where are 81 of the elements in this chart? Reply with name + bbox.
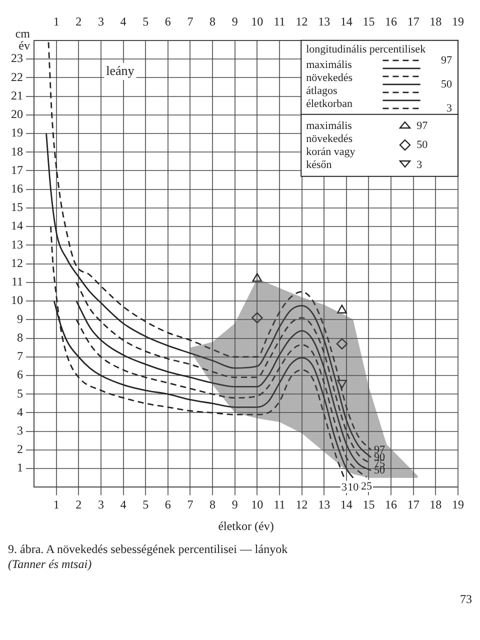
text: 3 [341, 481, 347, 494]
y-tick-label: 7 [17, 349, 23, 364]
annotation: maximális növekedés átlagos életkorban [306, 58, 354, 110]
x2-tick-label: 1 [53, 14, 60, 28]
x2-tick-label: 8 [210, 14, 216, 28]
x-tick-label: 14 [340, 498, 352, 512]
y-tick-label: 22 [11, 70, 23, 84]
x-tick-label: 19 [452, 498, 464, 512]
y-tick-label: 20 [11, 107, 23, 122]
y-tick-label: 12 [11, 256, 23, 270]
annotation: leány [106, 62, 135, 78]
text: 73 [459, 592, 472, 607]
y-axis-title: cm év [15, 26, 31, 53]
y-tick-label: 17 [11, 162, 23, 177]
legend-label: 50 [416, 139, 428, 152]
x2-tick-label: 5 [142, 14, 149, 28]
y-tick-label: 15 [11, 200, 23, 214]
x2-tick-label: 10 [251, 14, 264, 28]
x-tick-label: 11 [274, 498, 286, 512]
x2-tick-label: 14 [340, 14, 352, 28]
x-tick-label: 15 [362, 498, 375, 512]
x2-tick-label: 17 [407, 14, 420, 28]
x2-tick-label: 7 [187, 14, 194, 28]
line-series [46, 132, 372, 458]
text: (Tanner és mtsai) [8, 557, 93, 572]
x-tick-label: 18 [430, 498, 442, 512]
x2-tick-label: 4 [120, 14, 126, 28]
x-tick-label: 9 [232, 498, 238, 512]
x2-tick-label: 18 [430, 14, 442, 28]
x2-tick-label: 13 [318, 14, 330, 28]
x-tick-label: 16 [385, 498, 398, 512]
x-tick-label: 12 [296, 498, 308, 512]
legend-label: 3 [416, 158, 422, 171]
x2-tick-label: 3 [98, 14, 104, 28]
x-tick-label: 8 [210, 498, 216, 512]
x-tick-label: 1 [53, 498, 60, 512]
y-tick-label: 2 [17, 442, 23, 456]
y-tick-label: 1 [17, 460, 23, 475]
y-tick-label: 19 [11, 126, 23, 140]
legend-label: 97 [441, 54, 452, 66]
y-tick-label: 21 [11, 88, 23, 102]
legend-label: 97 [416, 120, 428, 132]
x2-tick-label: 2 [76, 14, 82, 28]
series-label: 25 [361, 480, 373, 492]
y-tick-label: 18 [11, 144, 23, 158]
x-tick-label: 5 [142, 498, 149, 512]
x2-tick-label: 19 [452, 14, 464, 28]
series-label: 10 [348, 481, 360, 494]
y-tick-label: 5 [17, 386, 23, 400]
x-tick-label: 7 [187, 498, 194, 512]
x2-tick-label: 15 [362, 14, 375, 28]
legend-title: longitudinális percentilisek [306, 43, 426, 56]
annotation: maximális növekedés korán vagy későn [306, 120, 356, 171]
x2-tick-label: 12 [296, 14, 308, 28]
y-tick-label: 6 [17, 368, 23, 382]
x2-tick-label: 11 [274, 14, 286, 28]
x-tick-label: 10 [251, 498, 264, 512]
x2-tick-label: 9 [232, 14, 238, 28]
y-tick-label: 8 [17, 330, 23, 344]
x2-tick-label: 6 [164, 14, 171, 28]
y-tick-label: 4 [17, 404, 23, 419]
y-tick-label: 23 [11, 51, 23, 66]
x-axis-title: életkor (év) [218, 518, 274, 533]
y-tick-label: 10 [11, 293, 23, 308]
legend-label: 3 [446, 102, 452, 114]
x-tick-label: 6 [164, 498, 171, 512]
legend-label: 50 [441, 78, 452, 90]
x-tick-label: 3 [98, 498, 104, 512]
x-tick-label: 17 [407, 498, 420, 512]
text: 9. ábra. A növekedés sebességének percentilisei — lányok [8, 542, 289, 557]
y-tick-label: 3 [17, 424, 23, 438]
x-tick-label: 2 [76, 498, 82, 512]
x-tick-label: 13 [318, 498, 330, 512]
y-tick-label: 14 [11, 218, 23, 233]
x-tick-label: 4 [120, 498, 126, 512]
line-series [76, 318, 368, 478]
y-tick-label: 9 [17, 312, 23, 326]
x2-tick-label: 16 [385, 14, 398, 28]
y-tick-label: 11 [11, 274, 23, 289]
y-tick-label: 16 [11, 181, 23, 196]
y-tick-label: 13 [11, 237, 23, 252]
